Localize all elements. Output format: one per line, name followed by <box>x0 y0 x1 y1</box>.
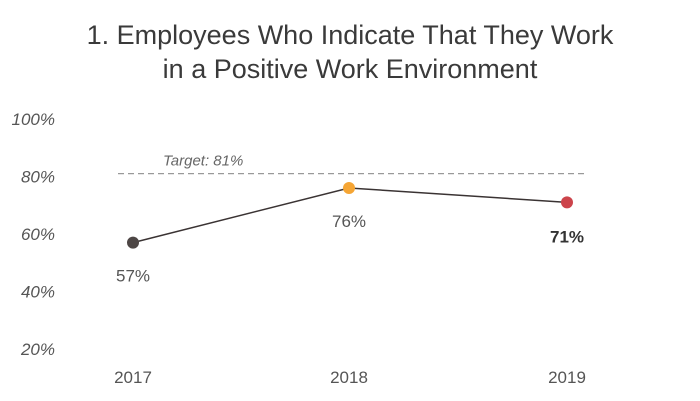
y-axis: 20% 40% 60% 80% 100% <box>12 110 55 359</box>
data-label-2017: 57% <box>116 267 150 286</box>
data-labels: 57% 76% 71% <box>116 212 584 286</box>
chart-title: 1. Employees Who Indicate That They Work… <box>0 18 700 86</box>
data-point-2018 <box>343 182 355 194</box>
y-tick-label: 80% <box>21 168 55 187</box>
y-tick-label: 20% <box>20 340 55 359</box>
data-label-2018: 76% <box>332 212 366 231</box>
data-point-2019 <box>561 196 573 209</box>
chart-title-line-2: in a Positive Work Environment <box>162 54 538 84</box>
data-point-2017 <box>127 236 139 249</box>
data-points <box>127 182 573 249</box>
y-tick-label: 100% <box>12 110 55 129</box>
data-label-2019: 71% <box>550 227 584 246</box>
chart-title-line-1: 1. Employees Who Indicate That They Work <box>86 20 614 50</box>
x-tick-label: 2017 <box>114 368 152 387</box>
y-tick-label: 40% <box>21 283 55 302</box>
x-axis: 2017 2018 2019 <box>114 368 586 387</box>
target-line-group: Target: 81% <box>118 153 585 175</box>
y-tick-label: 60% <box>21 225 55 244</box>
x-tick-label: 2018 <box>330 368 368 387</box>
x-tick-label: 2019 <box>548 368 586 387</box>
target-label: Target: 81% <box>163 153 243 170</box>
